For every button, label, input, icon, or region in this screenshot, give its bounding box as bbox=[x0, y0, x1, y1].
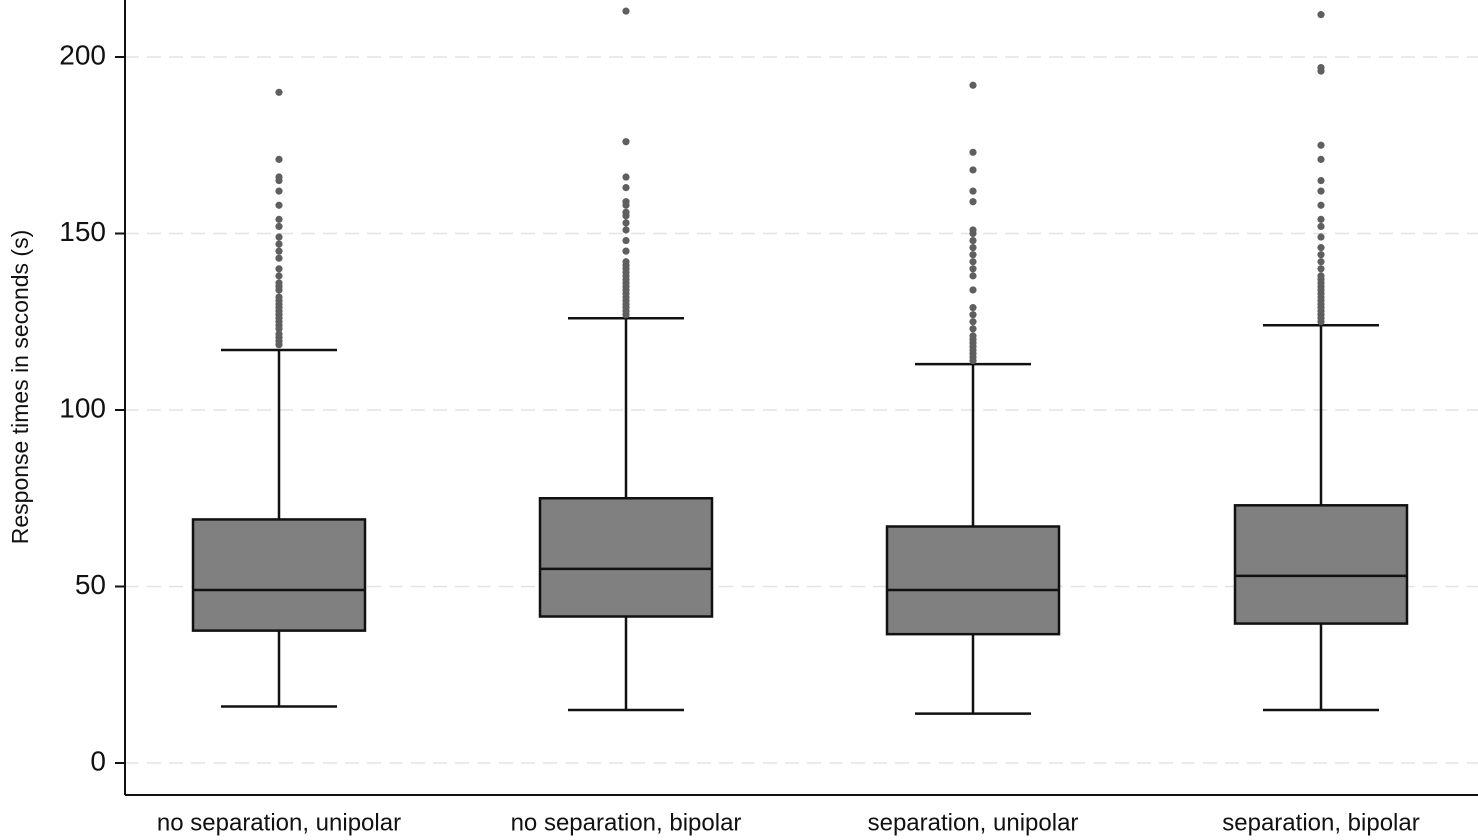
outlier-point bbox=[275, 293, 283, 301]
box-3 bbox=[885, 362, 1061, 715]
y-tick-label-50: 50 bbox=[75, 569, 106, 600]
outlier-point bbox=[275, 247, 283, 255]
iqr-box bbox=[885, 525, 1061, 636]
outlier-point bbox=[969, 332, 977, 340]
outlier-point bbox=[275, 187, 283, 195]
outlier-point bbox=[1317, 187, 1325, 195]
outlier-point bbox=[622, 7, 630, 15]
outlier-point bbox=[969, 258, 977, 266]
x-category-label-4: separation, bipolar bbox=[1222, 809, 1419, 836]
iqr-box bbox=[191, 518, 367, 632]
gridlines bbox=[125, 56, 1478, 764]
outlier-point bbox=[969, 272, 977, 280]
outlier-point bbox=[969, 166, 977, 174]
outlier-point bbox=[1317, 251, 1325, 259]
outlier-point bbox=[1317, 176, 1325, 185]
x-category-label-1: no separation, unipolar bbox=[157, 809, 401, 836]
outlier-point bbox=[969, 236, 977, 245]
outlier-point bbox=[969, 244, 977, 252]
outlier-point bbox=[969, 81, 977, 89]
y-tick-label-0: 0 bbox=[90, 745, 106, 776]
outlier-point bbox=[275, 240, 283, 248]
outlier-point bbox=[1317, 201, 1325, 209]
box-1 bbox=[191, 348, 367, 708]
outlier-point bbox=[275, 265, 283, 273]
outlier-point bbox=[275, 173, 283, 181]
outlier-point bbox=[1317, 258, 1325, 266]
outlier-point bbox=[969, 286, 977, 294]
outlier-point bbox=[275, 201, 283, 209]
outlier-point bbox=[1317, 265, 1325, 273]
outlier-point bbox=[275, 222, 283, 231]
outlier-point bbox=[622, 198, 630, 206]
iqr-box bbox=[1233, 504, 1409, 625]
outlier-point bbox=[1317, 63, 1325, 72]
outliers bbox=[275, 7, 1325, 365]
x-category-label-2: no separation, bipolar bbox=[511, 809, 742, 836]
outlier-point bbox=[969, 311, 977, 319]
outlier-point bbox=[275, 272, 283, 280]
outlier-point bbox=[1317, 222, 1325, 231]
outlier-point bbox=[1317, 141, 1325, 149]
outlier-point bbox=[969, 318, 977, 326]
iqr-box bbox=[538, 497, 714, 618]
outlier-point bbox=[275, 155, 283, 163]
outlier-point bbox=[969, 187, 977, 195]
outlier-point bbox=[275, 279, 283, 287]
outlier-point bbox=[969, 325, 977, 333]
x-category-label-3: separation, unipolar bbox=[868, 809, 1079, 836]
outlier-point bbox=[622, 219, 630, 227]
outlier-point bbox=[622, 258, 630, 266]
outlier-point bbox=[622, 208, 630, 216]
box-4 bbox=[1233, 324, 1409, 712]
outlier-point bbox=[969, 304, 977, 312]
axes bbox=[115, 0, 1478, 796]
outlier-point bbox=[1317, 233, 1325, 241]
outlier-point bbox=[969, 148, 977, 156]
outlier-point bbox=[622, 173, 630, 181]
outlier-point bbox=[969, 265, 977, 273]
outlier-point bbox=[1317, 244, 1325, 252]
outlier-point bbox=[1317, 11, 1325, 19]
outlier-point bbox=[275, 330, 283, 338]
outlier-point bbox=[275, 88, 283, 96]
outlier-point bbox=[622, 247, 630, 255]
outlier-point bbox=[969, 251, 977, 259]
outlier-point bbox=[275, 254, 283, 262]
outlier-point bbox=[622, 226, 630, 234]
boxes bbox=[191, 316, 1409, 715]
outlier-point bbox=[1317, 272, 1325, 280]
outlier-point bbox=[622, 236, 630, 245]
outlier-point bbox=[1317, 155, 1325, 163]
outlier-point bbox=[969, 198, 977, 206]
y-tick-label-150: 150 bbox=[59, 216, 106, 247]
y-axis-title: Response times in seconds (s) bbox=[7, 230, 33, 544]
outlier-point bbox=[969, 226, 977, 234]
outlier-point bbox=[622, 138, 630, 146]
y-tick-label-100: 100 bbox=[59, 392, 106, 423]
outlier-point bbox=[1317, 215, 1325, 223]
outlier-point bbox=[275, 215, 283, 223]
outlier-point bbox=[622, 184, 630, 192]
y-tick-label-200: 200 bbox=[59, 39, 106, 70]
labels: 0 50 100 150 200 no separation, unipolar no se… bbox=[59, 39, 1419, 836]
outlier-point bbox=[275, 233, 283, 241]
box-2 bbox=[538, 316, 714, 712]
